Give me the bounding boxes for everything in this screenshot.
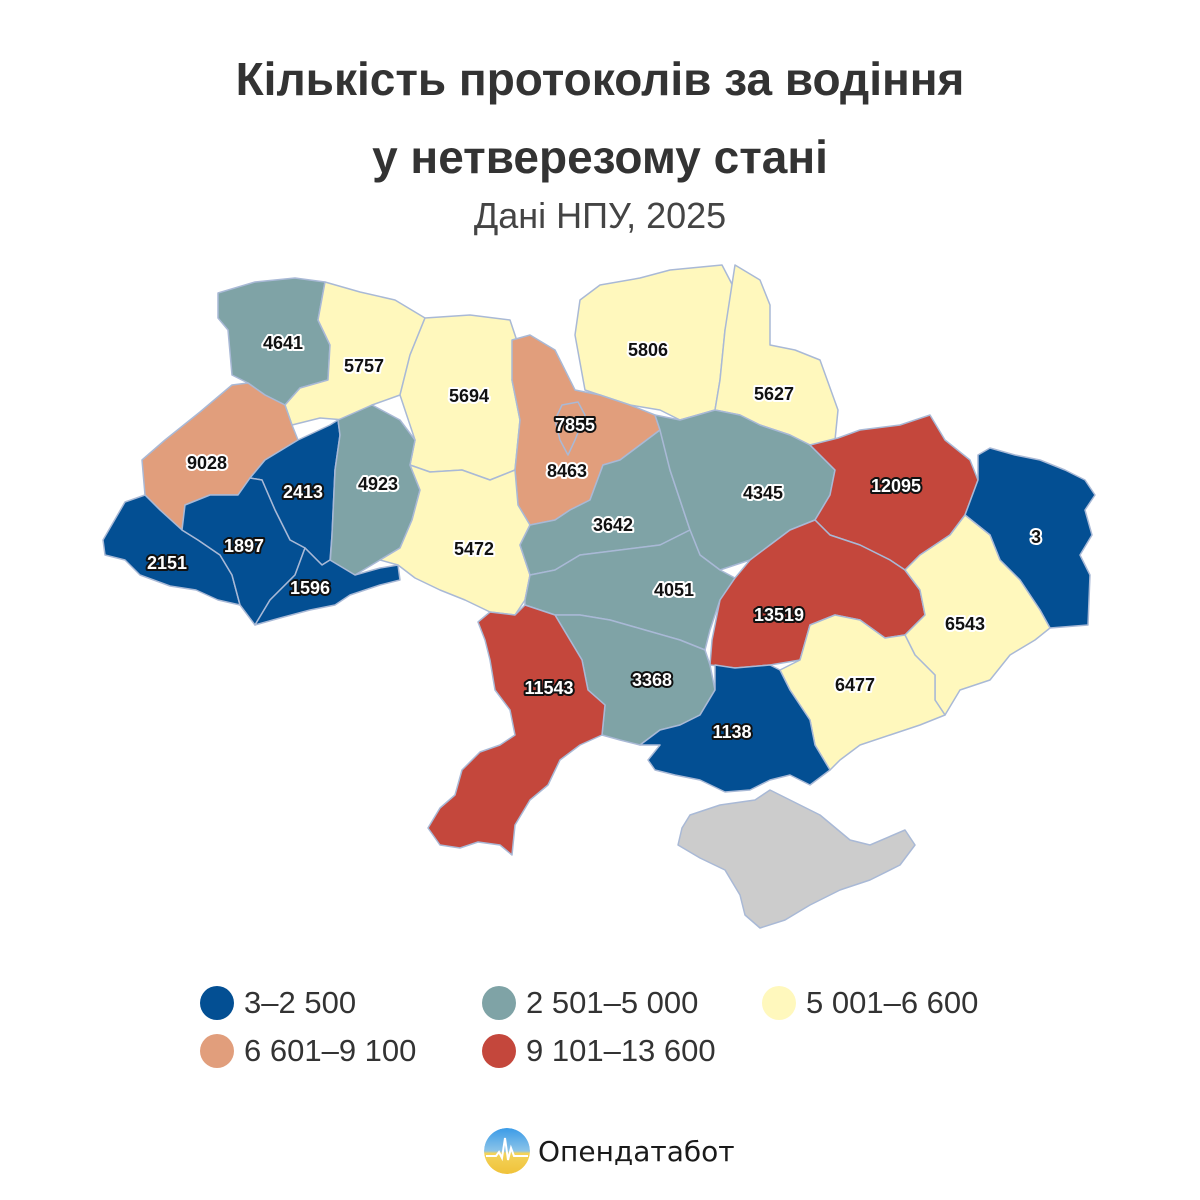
opendatabot-logo-icon: [484, 1128, 530, 1174]
label-kirovohrad: 4051: [654, 580, 694, 600]
legend-label: 2 501–5 000: [526, 985, 699, 1020]
brand-footer: Опендатабот: [484, 1128, 735, 1174]
label-cherkasy: 3642: [593, 515, 633, 535]
label-lviv: 9028: [187, 453, 227, 473]
label-vinnytsia: 5472: [454, 539, 494, 559]
legend-label: 3–2 500: [244, 985, 357, 1020]
legend-label: 6 601–9 100: [244, 1033, 417, 1068]
label-poltava: 4345: [743, 483, 783, 503]
label-kharkiv: 12095: [871, 476, 921, 496]
legend-swatch-icon: [762, 986, 796, 1020]
label-zaporizhzhia: 6477: [835, 675, 875, 695]
label-ivano-frankivsk: 1897: [224, 536, 264, 556]
label-sumy: 5627: [754, 384, 794, 404]
chart-title-line1: Кількість протоколів за водіння: [235, 53, 965, 105]
label-dnipropetrovsk: 13519: [754, 605, 804, 625]
label-zhytomyr: 5694: [449, 386, 489, 406]
label-kyiv-oblast: 8463: [547, 461, 587, 481]
legend-label: 5 001–6 600: [806, 985, 979, 1020]
chart-subtitle: Дані НПУ, 2025: [473, 195, 727, 236]
label-volyn: 4641: [263, 333, 303, 353]
ukraine-choropleth-map: 4641 5757 5694 5806 5627 7855 8463 9028 …: [102, 264, 1096, 929]
label-odesa: 11543: [524, 678, 573, 698]
legend-item-bin2: 2 501–5 000: [482, 985, 698, 1021]
label-rivne: 5757: [344, 356, 384, 376]
region-crimea: [677, 789, 916, 929]
legend-item-bin4: 6 601–9 100: [200, 1033, 416, 1069]
label-kherson: 1138: [712, 722, 751, 742]
region-odesa: [427, 604, 606, 856]
legend-item-bin1: 3–2 500: [200, 985, 356, 1021]
legend-swatch-icon: [200, 1034, 234, 1068]
region-kyiv-city: [554, 401, 586, 456]
label-zakarpattia: 2151: [147, 553, 187, 573]
label-luhansk: 3: [1031, 527, 1041, 547]
legend-swatch-icon: [482, 1034, 516, 1068]
label-mykolaiv: 3368: [632, 670, 672, 690]
legend-swatch-icon: [482, 986, 516, 1020]
label-chernihiv: 5806: [628, 340, 668, 360]
region-chernivtsi: [254, 547, 401, 626]
label-ternopil: 2413: [283, 482, 323, 502]
label-khmelnytskyi: 4923: [358, 474, 398, 494]
chart-title-line2: у нетверезому стані: [372, 131, 828, 183]
legend-swatch-icon: [200, 986, 234, 1020]
label-kyiv-city: 7855: [555, 415, 595, 435]
label-donetsk: 6543: [945, 614, 985, 634]
legend-label: 9 101–13 600: [526, 1033, 716, 1068]
legend-item-bin5: 9 101–13 600: [482, 1033, 716, 1069]
region-kherson: [639, 664, 831, 793]
region-rivne: [284, 281, 426, 426]
brand-name: Опендатабот: [538, 1134, 735, 1168]
label-chernivtsi: 1596: [290, 578, 330, 598]
legend-item-bin3: 5 001–6 600: [762, 985, 978, 1021]
